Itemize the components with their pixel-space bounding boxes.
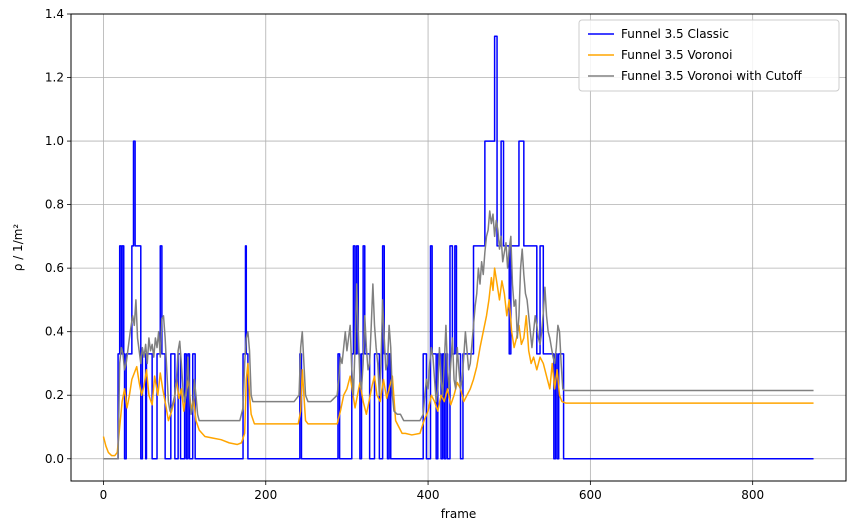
y-tick-label: 1.2: [45, 71, 64, 85]
x-tick-label: 600: [579, 488, 602, 502]
plot-frame: [70, 13, 847, 482]
x-tick-label: 800: [741, 488, 764, 502]
x-tick-label: 200: [254, 488, 277, 502]
y-tick-label: 0.4: [45, 325, 64, 339]
series-line-3: [103, 210, 814, 460]
legend: Funnel 3.5 Classic Funnel 3.5 Voronoi Funn…: [578, 19, 840, 92]
y-tick-label: 0.2: [45, 388, 64, 402]
legend-label-3: Funnel 3.5 Voronoi with Cutoff: [621, 69, 803, 83]
x-tick-label: 0: [100, 488, 108, 502]
series-line-1: [103, 35, 814, 460]
legend-label-1: Funnel 3.5 Classic: [621, 27, 729, 41]
legend-items: Funnel 3.5 Classic Funnel 3.5 Voronoi Funn…: [588, 27, 803, 83]
x-tick-label: 400: [417, 488, 440, 502]
series-group: [102, 35, 814, 460]
y-tick-label: 0.0: [45, 452, 64, 466]
y-tick-label: 1.4: [45, 7, 64, 21]
x-axis-label: frame: [441, 507, 477, 521]
legend-box: [578, 19, 840, 92]
y-tick-label: 0.6: [45, 261, 64, 275]
ticks: 0 200 400 600 800 0.0 0.2 0.4 0.6 0.8 1.0 1.2 1.4: [45, 7, 764, 502]
grid: [71, 13, 846, 481]
y-tick-label: 0.8: [45, 198, 64, 212]
series-line-2: [102, 267, 814, 457]
legend-label-2: Funnel 3.5 Voronoi: [621, 48, 732, 62]
y-axis-label: ρ / 1/m²: [11, 224, 25, 272]
y-tick-label: 1.0: [45, 134, 64, 148]
